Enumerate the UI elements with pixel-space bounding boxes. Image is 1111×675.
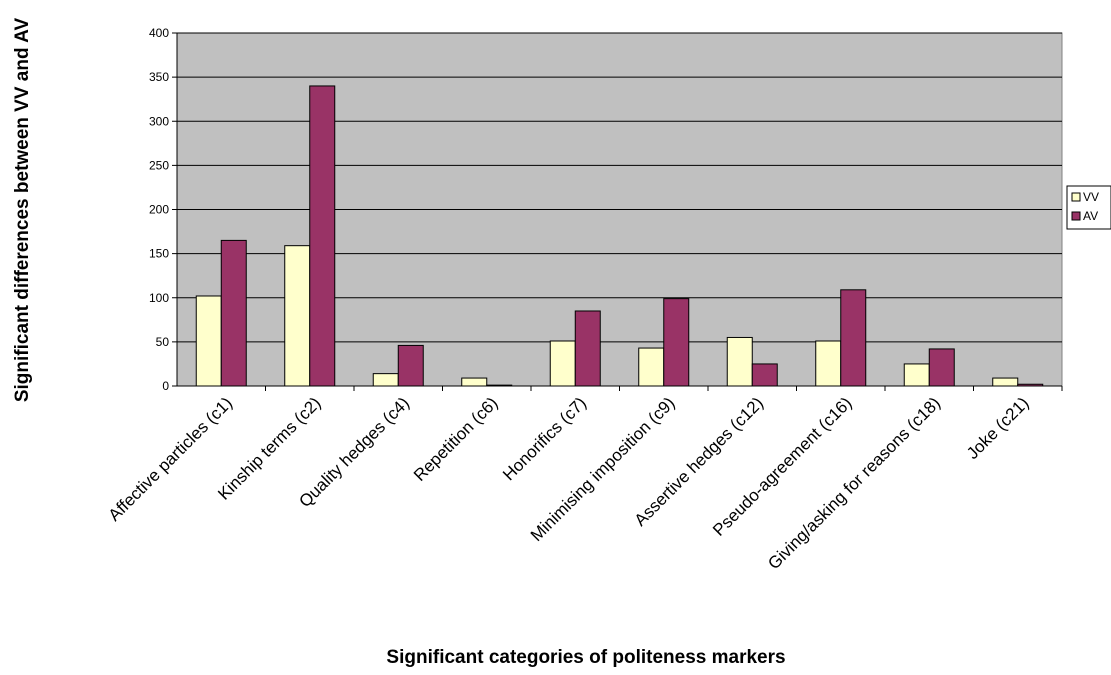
y-tick-label: 200 xyxy=(149,203,169,217)
y-tick-label: 300 xyxy=(149,114,169,128)
bar-vv xyxy=(372,373,399,387)
x-tick-label: Repetition (c6) xyxy=(410,393,502,485)
bar-vv xyxy=(549,340,576,387)
x-axis-title: Significant categories of politeness mar… xyxy=(386,647,785,668)
bar-av xyxy=(397,344,424,387)
legend-label-av: AV xyxy=(1083,209,1098,223)
bar-av xyxy=(840,289,867,387)
legend: VV AV xyxy=(1066,185,1111,230)
bar-av xyxy=(928,348,955,387)
y-tick-label: 250 xyxy=(149,158,169,172)
y-tick-label: 50 xyxy=(156,335,170,349)
bar-vv xyxy=(195,295,222,387)
x-tick-label: Giving/asking for reasons (c18) xyxy=(764,393,944,573)
bars xyxy=(195,85,1044,387)
legend-swatch-av xyxy=(1071,211,1081,221)
x-tick-labels: Affective particles (c1)Kinship terms (c… xyxy=(105,386,1063,573)
y-axis-title: Significant differences between VV and A… xyxy=(12,18,33,403)
y-tick-labels: 0 50 100 150 200 250 300 350 400 xyxy=(149,26,177,393)
bar-vv xyxy=(461,377,488,387)
y-tick-label: 400 xyxy=(149,26,169,40)
bar-vv xyxy=(815,340,842,387)
x-tick-label: Honorifics (c7) xyxy=(499,393,590,484)
bar-vv xyxy=(903,363,930,387)
legend-swatch-vv xyxy=(1071,192,1081,202)
y-tick-label: 350 xyxy=(149,70,169,84)
y-tick-label: 150 xyxy=(149,247,169,261)
bar-av xyxy=(663,298,690,387)
x-tick-label: Affective particles (c1) xyxy=(105,393,236,524)
bar-av xyxy=(751,363,778,387)
bar-av xyxy=(309,85,336,387)
x-tick-label: Minimising imposition (c9) xyxy=(527,393,679,545)
bar-vv xyxy=(638,347,665,387)
x-tick-label: Joke (c21) xyxy=(963,393,1033,463)
bar-vv xyxy=(284,245,311,387)
bar-av xyxy=(220,239,247,387)
y-tick-label: 0 xyxy=(162,379,169,393)
bar-av xyxy=(574,310,601,387)
bar-vv xyxy=(726,336,753,387)
bar-vv xyxy=(992,377,1019,387)
legend-label-vv: VV xyxy=(1083,190,1099,204)
y-tick-label: 100 xyxy=(149,291,169,305)
